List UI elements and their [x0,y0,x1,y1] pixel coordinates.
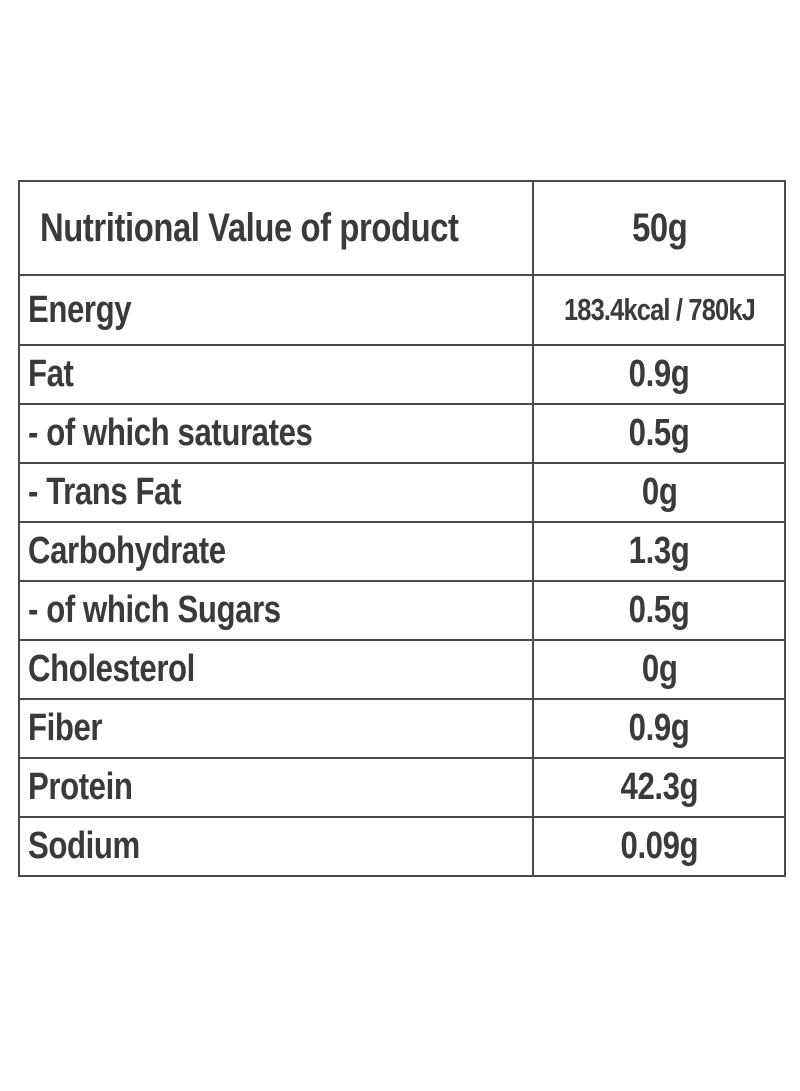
nutrient-value: 0g [641,471,678,513]
nutrient-label-cell: - of which saturates [17,403,535,464]
table-row: Sodium 0.09g [17,816,786,877]
nutrient-label-cell: - of which Sugars [17,580,535,641]
nutrient-label-cell: Protein [17,757,535,818]
nutrient-value: 183.4kcal / 780kJ [563,292,756,327]
nutrient-label-cell: Fat [17,344,535,405]
nutrient-label: Protein [28,766,133,808]
nutrient-label-cell: Sodium [17,816,535,877]
nutrient-value: 0.9g [628,353,690,395]
nutrient-value: 1.3g [628,530,690,572]
nutrient-value-cell: 183.4kcal / 780kJ [532,274,786,346]
table-row: Cholesterol 0g [17,639,786,700]
nutrient-value: 0.9g [628,707,690,749]
table-row: - of which saturates 0.5g [17,403,786,464]
nutrient-value-cell: 0.9g [532,698,786,759]
nutrient-label: Fiber [28,707,103,749]
table-row: Energy 183.4kcal / 780kJ [17,274,786,346]
nutrient-value-cell: 0g [532,462,786,523]
nutrient-label: Cholesterol [28,648,195,690]
header-label: Nutritional Value of product [40,205,459,250]
nutrient-label: Energy [28,288,132,331]
nutrient-label: Sodium [28,825,140,867]
nutrient-label-cell: Fiber [17,698,535,759]
nutrient-label-cell: Energy [17,274,535,346]
header-label-cell: Nutritional Value of product [17,180,535,276]
header-value-cell: 50g [532,180,786,276]
nutrient-value-cell: 0.09g [532,816,786,877]
nutrition-table: Nutritional Value of product 50g Energy … [17,180,786,877]
nutrient-value: 42.3g [620,766,699,808]
table-row: - Trans Fat 0g [17,462,786,523]
table-header-row: Nutritional Value of product 50g [17,180,786,276]
nutrient-label: - of which saturates [28,412,313,454]
table-row: Carbohydrate 1.3g [17,521,786,582]
nutrient-value-cell: 1.3g [532,521,786,582]
nutrient-value: 0.09g [620,825,699,867]
nutrient-label-cell: Carbohydrate [17,521,535,582]
table-row: Fat 0.9g [17,344,786,405]
nutrient-label: Carbohydrate [28,530,226,572]
nutrient-value-cell: 0.5g [532,403,786,464]
nutrient-value-cell: 42.3g [532,757,786,818]
table-row: Fiber 0.9g [17,698,786,759]
nutrient-value: 0g [641,648,678,690]
nutrient-label-cell: Cholesterol [17,639,535,700]
nutrient-value: 0.5g [628,412,690,454]
nutrient-value: 0.5g [628,589,690,631]
nutrient-label: - Trans Fat [28,471,182,513]
nutrient-label-cell: - Trans Fat [17,462,535,523]
nutrient-label: Fat [28,353,74,395]
nutrient-value-cell: 0.5g [532,580,786,641]
table-row: Protein 42.3g [17,757,786,818]
nutrient-value-cell: 0g [532,639,786,700]
nutrient-value-cell: 0.9g [532,344,786,405]
nutrient-label: - of which Sugars [28,589,281,631]
header-value: 50g [631,205,688,250]
table-row: - of which Sugars 0.5g [17,580,786,641]
